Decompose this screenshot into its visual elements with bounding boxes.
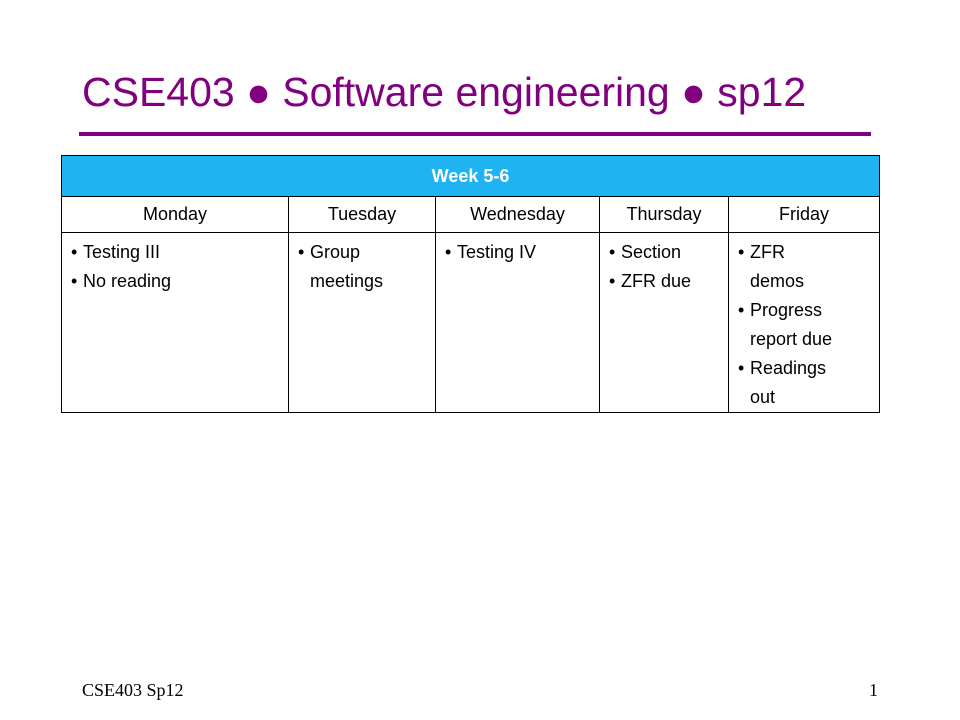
bullet-marker: •	[71, 242, 78, 262]
list-item: • Readings out	[738, 354, 845, 412]
day-header-tuesday: Tuesday	[288, 196, 436, 233]
list-item-text: Group meetings	[310, 242, 384, 291]
list-item: • ZFR due	[609, 267, 722, 296]
bullet-marker: •	[609, 271, 616, 291]
day-cell-tuesday: • Group meetings	[288, 232, 436, 413]
list-item-text: Section	[621, 242, 682, 262]
day-header-wednesday: Wednesday	[435, 196, 600, 233]
page-number: 1	[869, 680, 878, 700]
list-item-text: Testing III	[83, 242, 161, 262]
list-item: • Testing IV	[445, 238, 593, 267]
list-item: • Group meetings	[298, 238, 390, 296]
list-item-text: Progress report due	[750, 300, 833, 349]
list-item: • Section	[609, 238, 722, 267]
list-item-text: No reading	[83, 271, 172, 291]
footer-course: CSE403 Sp12	[82, 680, 184, 700]
list-item-text: Testing IV	[457, 242, 537, 262]
bullet-marker: •	[609, 242, 616, 262]
day-header-row: Monday Tuesday Wednesday Thursday Friday	[61, 196, 881, 233]
schedule-table: Week 5-6 Monday Tuesday Wednesday Thursd…	[60, 155, 881, 413]
day-cell-monday: • Testing III • No reading	[61, 232, 289, 413]
thursday-list: • Section • ZFR due	[600, 233, 728, 296]
week-header-row: Week 5-6	[60, 155, 881, 197]
day-content-row: • Testing III • No reading • Group meetings…	[61, 232, 881, 413]
day-cell-thursday: • Section • ZFR due	[599, 232, 729, 413]
slide-title: CSE403 ● Software engineering ● sp12	[82, 69, 807, 115]
list-item-text: ZFR demos	[750, 242, 805, 291]
monday-list: • Testing III • No reading	[62, 233, 288, 296]
day-header-monday: Monday	[61, 196, 289, 233]
list-item: • No reading	[71, 267, 282, 296]
day-cell-wednesday: • Testing IV	[435, 232, 600, 413]
bullet-marker: •	[738, 358, 745, 378]
bullet-marker: •	[298, 242, 305, 262]
friday-list: • ZFR demos • Progress report due • Reading…	[729, 233, 879, 412]
bullet-marker: •	[738, 242, 745, 262]
wednesday-list: • Testing IV	[436, 233, 599, 267]
list-item: • Progress report due	[738, 296, 860, 354]
day-header-friday: Friday	[727, 196, 881, 233]
bullet-marker: •	[71, 271, 78, 291]
list-item-text: ZFR due	[621, 271, 692, 291]
day-cell-friday: • ZFR demos • Progress report due • Reading…	[727, 232, 881, 413]
list-item: • ZFR demos	[738, 238, 810, 296]
title-divider	[79, 132, 871, 136]
week-label: Week 5-6	[60, 155, 881, 197]
day-header-thursday: Thursday	[599, 196, 729, 233]
bullet-marker: •	[445, 242, 452, 262]
list-item: • Testing III	[71, 238, 282, 267]
list-item-text: Readings out	[750, 358, 827, 407]
bullet-marker: •	[738, 300, 745, 320]
tuesday-list: • Group meetings	[289, 233, 435, 296]
